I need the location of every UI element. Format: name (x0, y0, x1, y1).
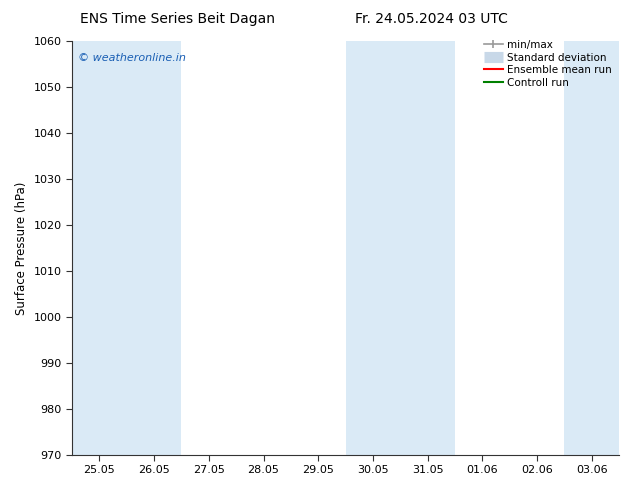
Bar (346, 41, 400, 455)
Text: © weatheronline.in: © weatheronline.in (77, 53, 185, 64)
Y-axis label: Surface Pressure (hPa): Surface Pressure (hPa) (15, 181, 28, 315)
Bar (400, 41, 455, 455)
Text: ENS Time Series Beit Dagan: ENS Time Series Beit Dagan (80, 12, 275, 26)
Bar (72, 41, 127, 455)
Text: Fr. 24.05.2024 03 UTC: Fr. 24.05.2024 03 UTC (354, 12, 508, 26)
Bar (564, 41, 619, 455)
Bar (127, 41, 181, 455)
Legend: min/max, Standard deviation, Ensemble mean run, Controll run: min/max, Standard deviation, Ensemble me… (482, 38, 614, 90)
